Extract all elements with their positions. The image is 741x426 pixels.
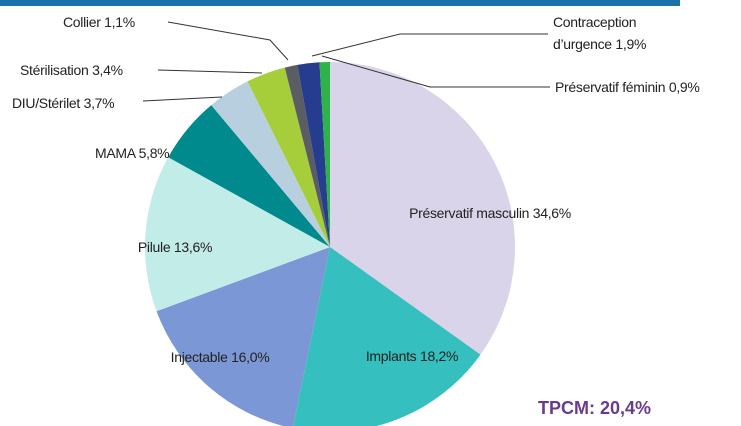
label-value: 3,4% (92, 62, 123, 78)
label-name: DIU/Stérilet (12, 95, 80, 111)
pie-slice (297, 62, 330, 247)
slice-label: Implants 18,2% (365, 345, 459, 367)
leader-line (157, 69, 263, 74)
annotation: TPCM: 20,4% (538, 398, 652, 418)
label-name: Implants (365, 348, 417, 364)
label-value: 18,2% (419, 348, 459, 364)
slice-label: DIU/Stérilet 3,7% (12, 92, 115, 114)
slice-label: Contraception d’urgence 1,9% (553, 11, 683, 55)
slice-label: MAMA 5,8% (95, 142, 170, 164)
label-name: Préservatif masculin (409, 205, 530, 221)
pie-slice (284, 64, 330, 247)
label-value: 3,7% (83, 95, 115, 111)
label-name: MAMA (95, 145, 136, 161)
label-value: 1,1% (104, 14, 135, 30)
label-name: Contraception d’urgence (553, 14, 637, 52)
label-name: Collier (63, 14, 101, 30)
label-name: Injectable (170, 349, 228, 365)
label-name: Stérilisation (20, 62, 89, 78)
slice-label: Préservatif masculin 34,6% (409, 202, 571, 224)
slice-label: Pilule 13,6% (137, 236, 213, 258)
slice-label: Collier 1,1% (63, 11, 135, 33)
leader-line (142, 96, 223, 102)
label-value: 16,0% (231, 349, 270, 365)
pie-slice (168, 105, 330, 248)
pie-slice (319, 62, 330, 247)
pie-slice (293, 247, 481, 426)
leader-line (167, 21, 289, 61)
pie-slice (247, 67, 330, 247)
label-value: 1,9% (615, 36, 647, 52)
label-name: Préservatif féminin (555, 79, 666, 95)
pie-slice (211, 81, 330, 247)
slice-label: Préservatif féminin 0,9% (555, 76, 700, 98)
pie-slice (330, 62, 515, 355)
label-value: 0,9% (668, 79, 700, 95)
label-value: 5,8% (138, 145, 170, 161)
label-value: 13,6% (173, 239, 213, 255)
top-bar (0, 0, 680, 6)
leader-line (311, 33, 548, 57)
label-value: 34,6% (532, 205, 572, 221)
pie-slice (145, 157, 330, 312)
slice-label: Injectable 16,0% (171, 346, 270, 368)
leader-line (321, 55, 550, 88)
slice-label: Stérilisation 3,4% (20, 59, 123, 81)
label-name: Pilule (137, 239, 171, 255)
pie-slice (156, 247, 330, 426)
